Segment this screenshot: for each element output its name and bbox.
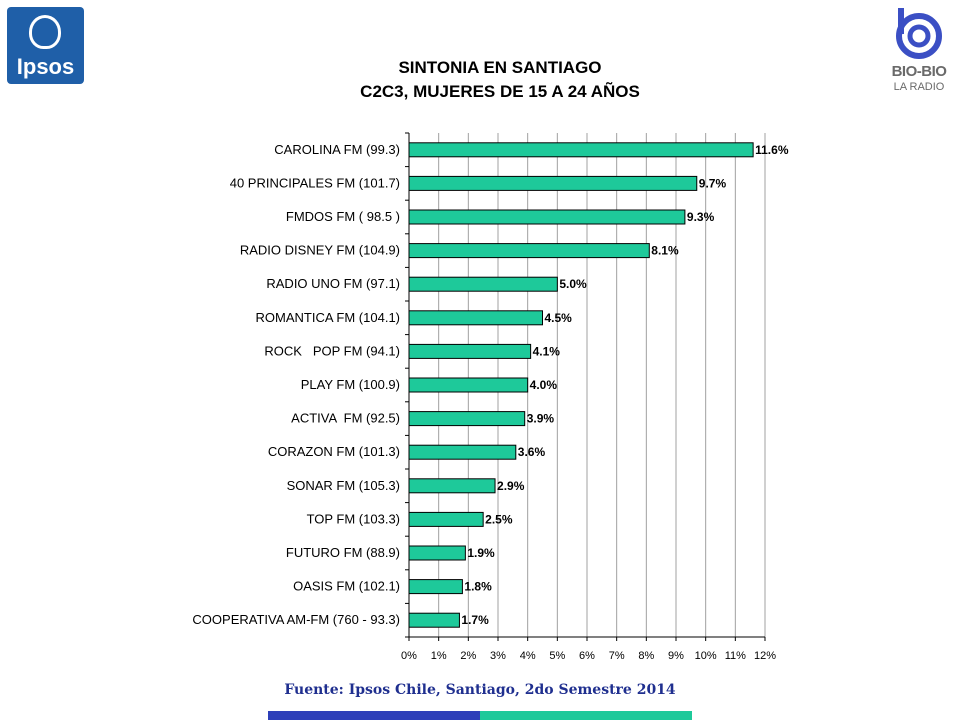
bar [408, 579, 463, 595]
category-label: ROCK POP FM (94.1) [264, 343, 400, 358]
x-tick-label: 1% [431, 650, 447, 662]
bar [408, 444, 517, 460]
bar [408, 310, 543, 326]
x-tick-label: 6% [579, 650, 595, 662]
category-label: OASIS FM (102.1) [293, 579, 400, 594]
bar [408, 142, 754, 158]
data-label: 2.5% [485, 512, 513, 526]
bar [408, 276, 558, 292]
category-label: PLAY FM (100.9) [301, 377, 400, 392]
category-label: RADIO DISNEY FM (104.9) [240, 243, 400, 258]
chart-title: SINTONIA EN SANTIAGO [398, 58, 602, 77]
data-label: 4.5% [545, 311, 573, 325]
chart-subtitle: C2C3, MUJERES DE 15 A 24 AÑOS [360, 82, 640, 101]
ipsos-head-icon [29, 15, 61, 49]
x-tick-label: 3% [490, 650, 506, 662]
data-label: 11.6% [755, 143, 789, 157]
bar [408, 377, 529, 393]
bar [408, 243, 650, 259]
x-tick-label: 7% [609, 650, 625, 662]
category-label: 40 PRINCIPALES FM (101.7) [230, 175, 400, 190]
data-label: 4.1% [533, 344, 561, 358]
category-label: CORAZON FM (101.3) [268, 444, 400, 459]
bar [408, 343, 532, 359]
data-label: 8.1% [651, 244, 679, 258]
data-label: 4.0% [530, 378, 558, 392]
category-label: FMDOS FM ( 98.5 ) [286, 209, 400, 224]
ipsos-logo: Ipsos [7, 7, 84, 84]
category-label: ACTIVA FM (92.5) [291, 411, 400, 426]
x-tick-label: 5% [549, 650, 565, 662]
category-label: SONAR FM (105.3) [287, 478, 400, 493]
category-label: COOPERATIVA AM-FM (760 - 93.3) [192, 612, 400, 627]
x-tick-label: 8% [638, 650, 654, 662]
bar [408, 411, 526, 427]
x-tick-label: 11% [725, 650, 746, 662]
x-tick-label: 4% [520, 650, 536, 662]
data-label: 5.0% [559, 277, 587, 291]
bar [408, 209, 686, 225]
x-tick-label: 0% [401, 650, 417, 662]
category-label: FUTURO FM (88.9) [286, 545, 400, 560]
bar [408, 511, 484, 527]
data-label: 9.3% [687, 210, 715, 224]
data-label: 3.9% [527, 412, 555, 426]
category-label: CAROLINA FM (99.3) [274, 142, 400, 157]
data-label: 2.9% [497, 479, 525, 493]
data-label: 1.7% [461, 613, 489, 627]
category-label: TOP FM (103.3) [307, 511, 400, 526]
biobio-logo-subtext: LA RADIO [893, 81, 945, 93]
data-label: 9.7% [699, 176, 727, 190]
data-label: 1.8% [464, 580, 492, 594]
bar [408, 175, 698, 191]
biobio-logo: BIO-BIO LA RADIO [886, 6, 952, 98]
bar [408, 478, 496, 494]
bar [408, 545, 466, 561]
data-label: 3.6% [518, 445, 546, 459]
bar [408, 612, 460, 628]
x-tick-label: 2% [460, 650, 476, 662]
biobio-logo-text: BIO-BIO [891, 63, 947, 80]
x-tick-label: 12% [754, 650, 776, 662]
x-tick-label: 10% [695, 650, 717, 662]
x-tick-label: 9% [668, 650, 684, 662]
category-label: ROMANTICA FM (104.1) [256, 310, 400, 325]
data-label: 1.9% [467, 546, 495, 560]
category-label: RADIO UNO FM (97.1) [266, 276, 400, 291]
ipsos-logo-text: Ipsos [16, 54, 75, 79]
biobio-mark-icon [896, 8, 942, 59]
source-footnote: Fuente: Ipsos Chile, Santiago, 2do Semes… [284, 682, 676, 698]
footer-band-green [480, 711, 692, 720]
footer-band-blue [268, 711, 480, 720]
